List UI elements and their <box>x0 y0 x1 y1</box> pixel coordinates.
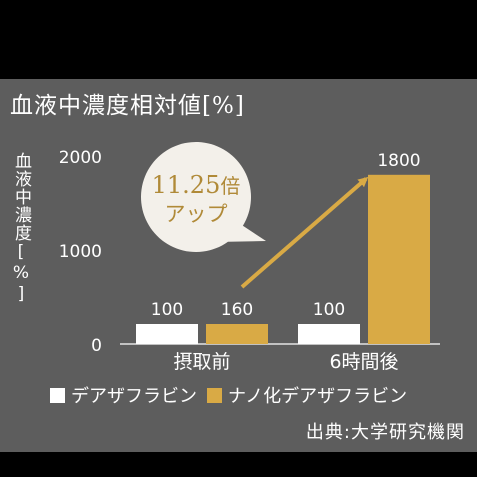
callout-shape <box>141 141 266 252</box>
callout-text: アップ <box>165 202 228 226</box>
data-label: 100 <box>151 300 183 320</box>
callout-main: 11.25 <box>152 171 221 199</box>
legend-label-series2: ナノ化デアザフラビン <box>228 386 408 407</box>
bar-2-2 <box>368 174 430 344</box>
legend-swatch-series1 <box>50 387 65 403</box>
data-label: 1800 <box>377 151 420 171</box>
callout-suffix: 倍 <box>220 174 240 198</box>
y-tick-label: 1000 <box>59 242 102 262</box>
increase-arrow <box>240 176 369 289</box>
chart-title: 血液中濃度相対値[%] <box>10 93 245 119</box>
data-label: 100 <box>313 300 345 320</box>
legend: デアザフラビン ナノ化デアザフラビン <box>50 382 407 408</box>
legend-label-series1: デアザフラビン <box>71 386 197 407</box>
bar-1-1 <box>136 324 198 344</box>
callout-bubble: 11.25倍 アップ <box>141 141 266 252</box>
source-note: 出典:大学研究機関 <box>305 422 465 443</box>
bar-2-1 <box>206 324 268 344</box>
data-label: 160 <box>221 300 253 320</box>
legend-swatch-series2 <box>207 387 222 403</box>
category-label: 摂取前 <box>173 351 230 373</box>
y-tick-label: 0 <box>91 336 102 356</box>
y-tick-label: 2000 <box>59 148 102 168</box>
bar-1-2 <box>298 324 360 344</box>
legend-item-series2: ナノ化デアザフラビン <box>207 382 407 408</box>
callout-value: 11.25倍 <box>152 171 241 199</box>
y-axis-label: 血液中濃度[%] <box>11 152 31 305</box>
legend-item-series1: デアザフラビン <box>50 382 197 408</box>
category-label: 6時間後 <box>329 351 398 373</box>
